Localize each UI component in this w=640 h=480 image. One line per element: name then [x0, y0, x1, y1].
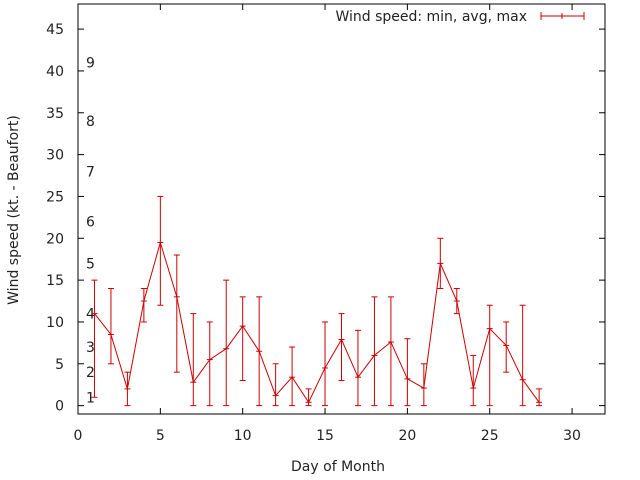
x-tick-label: 0 — [74, 428, 83, 444]
x-tick-label: 25 — [481, 428, 499, 444]
series-wind-speed — [91, 195, 543, 407]
beaufort-label: 3 — [86, 340, 95, 356]
y-tick-label: 5 — [55, 357, 64, 373]
x-tick-label: 5 — [156, 428, 165, 444]
legend-label: Wind speed: min, avg, max — [335, 9, 527, 25]
y-tick-label: 35 — [46, 106, 64, 122]
beaufort-label: 8 — [86, 114, 95, 130]
y-tick-label: 10 — [46, 315, 64, 331]
series-line — [94, 240, 540, 404]
beaufort-label: 2 — [86, 365, 95, 381]
x-tick-label: 10 — [234, 428, 252, 444]
y-tick-label: 40 — [46, 64, 64, 80]
beaufort-label: 4 — [86, 307, 95, 323]
x-axis-label: Day of Month — [291, 459, 385, 475]
beaufort-labels: 1 2 3 4 5 6 7 8 9 — [86, 56, 95, 407]
y-tick-label: 25 — [46, 189, 64, 205]
x-tick-label: 30 — [563, 428, 581, 444]
y-tick-label: 30 — [46, 148, 64, 164]
x-tick-label: 15 — [316, 428, 334, 444]
beaufort-label: 9 — [86, 56, 95, 72]
beaufort-label: 7 — [86, 164, 95, 180]
x-tick-label: 20 — [398, 428, 416, 444]
beaufort-label: 5 — [86, 256, 95, 272]
y-tick-label: 0 — [55, 399, 64, 415]
plot-frame — [77, 3, 606, 415]
legend: Wind speed: min, avg, max — [335, 9, 585, 25]
y-tick-label: 45 — [46, 22, 64, 38]
y-tick-label: 20 — [46, 231, 64, 247]
y-axis-label: Wind speed (kt. - Beaufort) — [6, 115, 22, 305]
beaufort-label: 1 — [86, 390, 95, 406]
beaufort-label: 6 — [86, 215, 95, 231]
y-tick-label: 15 — [46, 273, 64, 289]
